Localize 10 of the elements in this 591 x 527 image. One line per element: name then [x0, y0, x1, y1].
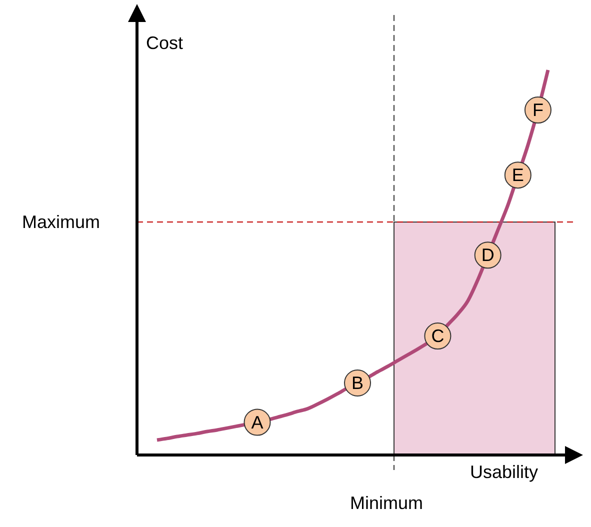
text: Minimum — [350, 493, 424, 514]
annotation: E — [512, 165, 524, 186]
annotation: C — [431, 326, 444, 346]
annotation: F — [532, 100, 544, 120]
x-axis-title: Usability — [470, 462, 538, 483]
annotation: A — [251, 412, 264, 432]
annotation: B — [352, 373, 364, 393]
y-axis-title: Cost — [146, 33, 184, 54]
annotation: D — [481, 245, 494, 266]
ref-line-label: Maximum — [22, 212, 100, 232]
